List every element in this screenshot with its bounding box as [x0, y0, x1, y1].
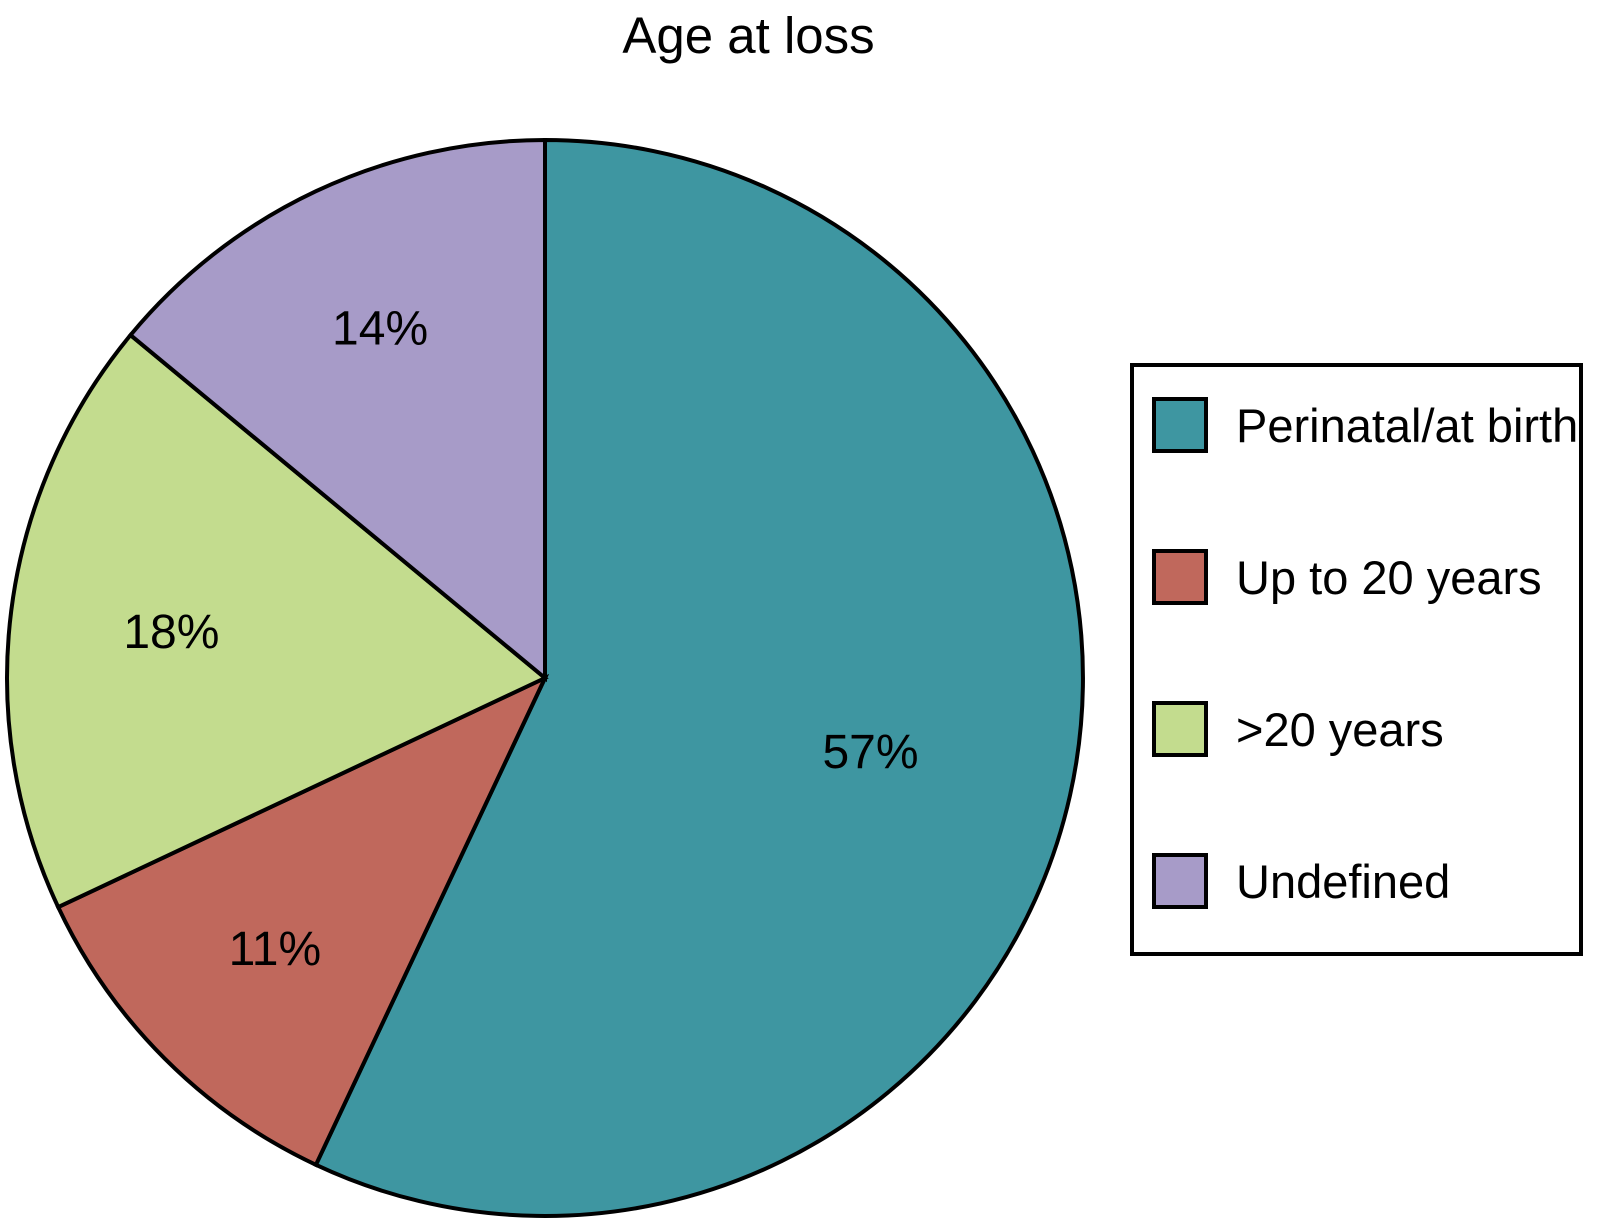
- slice-percentage-label: 14%: [332, 303, 428, 356]
- legend-item-label: >20 years: [1236, 702, 1444, 756]
- pie-slice-up-to-20-years: [55, 673, 550, 1168]
- legend-item-label: Undefined: [1236, 854, 1451, 908]
- legend-swatch: [1152, 549, 1208, 605]
- legend-item: Undefined: [1152, 853, 1579, 909]
- legend-swatch: [1152, 397, 1208, 453]
- slice-percentage-label: 18%: [123, 606, 219, 659]
- pie-slice-20-years: [5, 332, 549, 910]
- pie-slice-perinatal-at-birth: [313, 137, 1085, 1218]
- legend-item-label: Up to 20 years: [1236, 550, 1542, 604]
- legend-item: Up to 20 years: [1152, 549, 1579, 605]
- slice-percentage-label: 57%: [822, 726, 918, 779]
- legend-item-label: Perinatal/at birth: [1236, 398, 1579, 452]
- legend-swatch: [1152, 853, 1208, 909]
- pie-slice-undefined: [127, 137, 547, 683]
- legend-item: Perinatal/at birth: [1152, 397, 1579, 453]
- legend: Perinatal/at birth Up to 20 years >20 ye…: [1130, 363, 1583, 956]
- legend-item: >20 years: [1152, 701, 1579, 757]
- legend-swatch: [1152, 701, 1208, 757]
- slice-percentage-label: 11%: [229, 923, 322, 976]
- chart-title: Age at loss: [622, 7, 875, 64]
